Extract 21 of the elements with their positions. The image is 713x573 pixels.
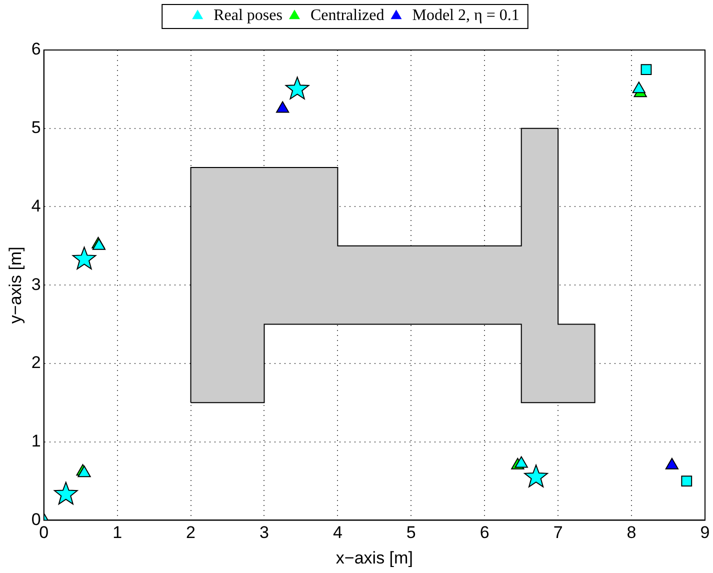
x-tick-label: 9: [700, 523, 710, 542]
y-tick-label: 2: [31, 353, 41, 372]
x-axis-title: x−axis [m]: [336, 548, 413, 568]
x-tick-label: 1: [112, 523, 122, 542]
y-tick-label: 3: [31, 274, 41, 294]
legend-label: Model 2, η = 0.1: [412, 7, 520, 24]
y-axis-title: y−axis [m]: [6, 246, 25, 324]
legend-label: Real poses: [214, 7, 282, 24]
x-tick-label: 7: [553, 523, 563, 542]
y-tick-label: 0: [31, 510, 41, 529]
x-tick-label: 3: [260, 523, 269, 542]
y-tick-label: 5: [31, 118, 41, 138]
x-tick-label: 2: [186, 523, 196, 542]
x-tick-label: 6: [480, 523, 490, 542]
x-tick-label: 4: [332, 523, 342, 542]
y-tick-label: 1: [31, 432, 41, 451]
y-tick-label: 4: [31, 196, 41, 216]
x-tick-label: 5: [406, 523, 416, 542]
legend-label: Centralized: [310, 7, 384, 24]
y-tick-label: 6: [31, 40, 41, 59]
x-tick-label: 8: [626, 523, 636, 542]
